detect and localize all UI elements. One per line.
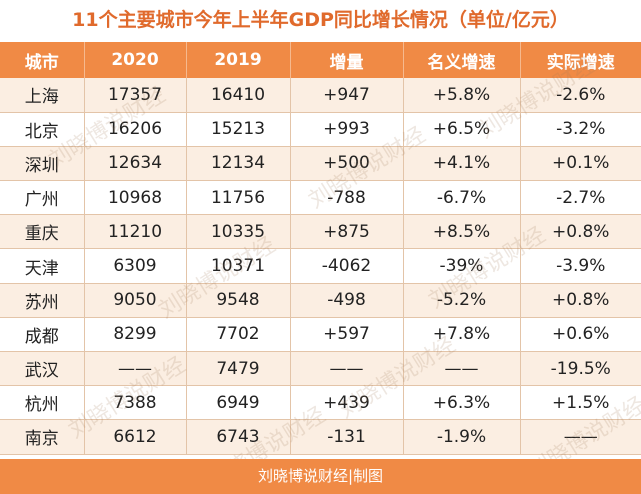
table-header-row: 城市 2020 2019 增量 名义增速 实际增速 bbox=[0, 42, 641, 78]
header-2020: 2020 bbox=[84, 42, 187, 78]
cell-2019: 6949 bbox=[186, 385, 291, 421]
cell-nominal-growth: -1.9% bbox=[403, 419, 521, 455]
cell-increase: -788 bbox=[290, 180, 404, 216]
header-real-growth: 实际增速 bbox=[520, 42, 641, 78]
cell-nominal-growth: +5.8% bbox=[403, 78, 521, 113]
cell-2020: 6612 bbox=[84, 419, 187, 455]
cell-city: 上海 bbox=[0, 78, 85, 113]
cell-increase: +439 bbox=[290, 385, 404, 421]
cell-nominal-growth: +6.3% bbox=[403, 385, 521, 421]
table-row: 上海 17357 16410 +947 +5.8% -2.6% bbox=[0, 78, 641, 113]
cell-real-growth: +1.5% bbox=[520, 385, 641, 421]
cell-real-growth: -2.6% bbox=[520, 78, 641, 113]
cell-2020: 10968 bbox=[84, 180, 187, 216]
table-row: 苏州 9050 9548 -498 -5.2% +0.8% bbox=[0, 283, 641, 318]
cell-increase: +500 bbox=[290, 146, 404, 182]
cell-real-growth: -3.2% bbox=[520, 112, 641, 147]
cell-2020: 11210 bbox=[84, 214, 187, 250]
cell-2019: 16410 bbox=[186, 78, 291, 113]
cell-increase: +875 bbox=[290, 214, 404, 250]
cell-nominal-growth: -5.2% bbox=[403, 283, 521, 318]
cell-real-growth: -3.9% bbox=[520, 248, 641, 284]
cell-increase: -131 bbox=[290, 419, 404, 455]
cell-nominal-growth: -39% bbox=[403, 248, 521, 284]
cell-real-growth: +0.6% bbox=[520, 317, 641, 353]
cell-city: 广州 bbox=[0, 180, 85, 216]
table-body: 上海 17357 16410 +947 +5.8% -2.6% 北京 16206 15213 +9… bbox=[0, 78, 641, 455]
cell-increase: -498 bbox=[290, 283, 404, 318]
cell-increase: +993 bbox=[290, 112, 404, 147]
cell-real-growth: +0.8% bbox=[520, 283, 641, 318]
table-row: 重庆 11210 10335 +875 +8.5% +0.8% bbox=[0, 214, 641, 250]
cell-real-growth: -19.5% bbox=[520, 351, 641, 387]
cell-2020: 8299 bbox=[84, 317, 187, 353]
cell-nominal-growth: +4.1% bbox=[403, 146, 521, 182]
cell-2019: 7479 bbox=[186, 351, 291, 387]
table-row: 成都 8299 7702 +597 +7.8% +0.6% bbox=[0, 317, 641, 353]
header-2019: 2019 bbox=[186, 42, 291, 78]
cell-city: 武汉 bbox=[0, 351, 85, 387]
cell-2020: 6309 bbox=[84, 248, 187, 284]
cell-2019: 9548 bbox=[186, 283, 291, 318]
cell-2019: 6743 bbox=[186, 419, 291, 455]
table-row: 杭州 7388 6949 +439 +6.3% +1.5% bbox=[0, 385, 641, 421]
cell-2020: 17357 bbox=[84, 78, 187, 113]
cell-real-growth: +0.8% bbox=[520, 214, 641, 250]
cell-city: 杭州 bbox=[0, 385, 85, 421]
cell-real-growth: +0.1% bbox=[520, 146, 641, 182]
header-city: 城市 bbox=[0, 42, 85, 78]
cell-2020: 7388 bbox=[84, 385, 187, 421]
cell-increase: +597 bbox=[290, 317, 404, 353]
cell-2020: 12634 bbox=[84, 146, 187, 182]
cell-city: 苏州 bbox=[0, 283, 85, 318]
cell-nominal-growth: —— bbox=[403, 351, 521, 387]
header-nominal-growth: 名义增速 bbox=[403, 42, 521, 78]
table-row: 南京 6612 6743 -131 -1.9% —— bbox=[0, 419, 641, 455]
footer-credit: 刘晓博说财经|制图 bbox=[0, 459, 641, 494]
cell-2019: 12134 bbox=[186, 146, 291, 182]
cell-real-growth: -2.7% bbox=[520, 180, 641, 216]
cell-increase: +947 bbox=[290, 78, 404, 113]
cell-increase: -4062 bbox=[290, 248, 404, 284]
cell-2020: —— bbox=[84, 351, 187, 387]
table-row: 武汉 —— 7479 —— —— -19.5% bbox=[0, 351, 641, 387]
cell-2019: 10371 bbox=[186, 248, 291, 284]
table-row: 北京 16206 15213 +993 +6.5% -3.2% bbox=[0, 112, 641, 147]
cell-city: 重庆 bbox=[0, 214, 85, 250]
header-increase: 增量 bbox=[290, 42, 404, 78]
cell-2019: 11756 bbox=[186, 180, 291, 216]
cell-city: 成都 bbox=[0, 317, 85, 353]
cell-nominal-growth: +7.8% bbox=[403, 317, 521, 353]
cell-nominal-growth: -6.7% bbox=[403, 180, 521, 216]
cell-real-growth: —— bbox=[520, 419, 641, 455]
table-row: 天津 6309 10371 -4062 -39% -3.9% bbox=[0, 248, 641, 284]
table-row: 深圳 12634 12134 +500 +4.1% +0.1% bbox=[0, 146, 641, 182]
cell-nominal-growth: +8.5% bbox=[403, 214, 521, 250]
cell-city: 南京 bbox=[0, 419, 85, 455]
cell-2019: 15213 bbox=[186, 112, 291, 147]
cell-city: 北京 bbox=[0, 112, 85, 147]
cell-increase: —— bbox=[290, 351, 404, 387]
page-title: 11个主要城市今年上半年GDP同比增长情况（单位/亿元） bbox=[72, 9, 569, 31]
cell-2020: 16206 bbox=[84, 112, 187, 147]
cell-city: 深圳 bbox=[0, 146, 85, 182]
gdp-table: 城市 2020 2019 增量 名义增速 实际增速 上海 17357 16410 +9… bbox=[0, 42, 641, 455]
cell-2019: 10335 bbox=[186, 214, 291, 250]
cell-2020: 9050 bbox=[84, 283, 187, 318]
cell-nominal-growth: +6.5% bbox=[403, 112, 521, 147]
cell-2019: 7702 bbox=[186, 317, 291, 353]
table-row: 广州 10968 11756 -788 -6.7% -2.7% bbox=[0, 180, 641, 216]
cell-city: 天津 bbox=[0, 248, 85, 284]
